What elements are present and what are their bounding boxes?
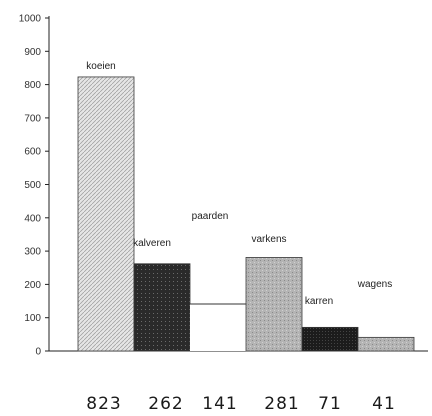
bar-labels: koeien kalveren paarden varkens karren wagens — [86, 61, 392, 307]
bar-karren — [301, 326, 359, 352]
y-tick-label: 900 — [24, 47, 41, 58]
value-label-wagens: 41 — [372, 394, 396, 414]
value-label-koeien: 823 — [86, 394, 121, 414]
bars — [77, 76, 415, 352]
bar-paarden — [190, 304, 246, 351]
y-tick-label: 500 — [24, 180, 41, 191]
y-tick-label: 300 — [24, 247, 41, 258]
value-label-varkens: 281 — [264, 394, 299, 414]
bar-label-varkens: varkens — [251, 234, 286, 245]
y-tick-label: 200 — [24, 280, 41, 291]
value-label-kalveren: 262 — [148, 394, 183, 414]
y-tick-label: 1000 — [19, 14, 42, 25]
value-label-paarden: 141 — [202, 394, 237, 414]
bar-label-kalveren: kalveren — [133, 238, 171, 249]
y-tick-label: 700 — [24, 113, 41, 124]
bar-koeien — [77, 76, 135, 352]
y-tick-label: 800 — [24, 80, 41, 91]
bar-kalveren — [133, 263, 191, 352]
y-tick-label: 600 — [24, 147, 41, 158]
bar-label-paarden: paarden — [192, 211, 229, 222]
value-label-karren: 71 — [318, 394, 342, 414]
bar-label-karren: karren — [305, 296, 333, 307]
y-tick-label: 400 — [24, 213, 41, 224]
bar-label-koeien: koeien — [86, 61, 115, 72]
y-tick-label: 0 — [35, 347, 41, 358]
bar-wagens — [357, 336, 415, 352]
bar-label-wagens: wagens — [357, 279, 392, 290]
value-labels: 823 262 141 281 71 41 — [86, 394, 396, 414]
bar-varkens — [245, 257, 303, 352]
y-tick-label: 100 — [24, 313, 41, 324]
